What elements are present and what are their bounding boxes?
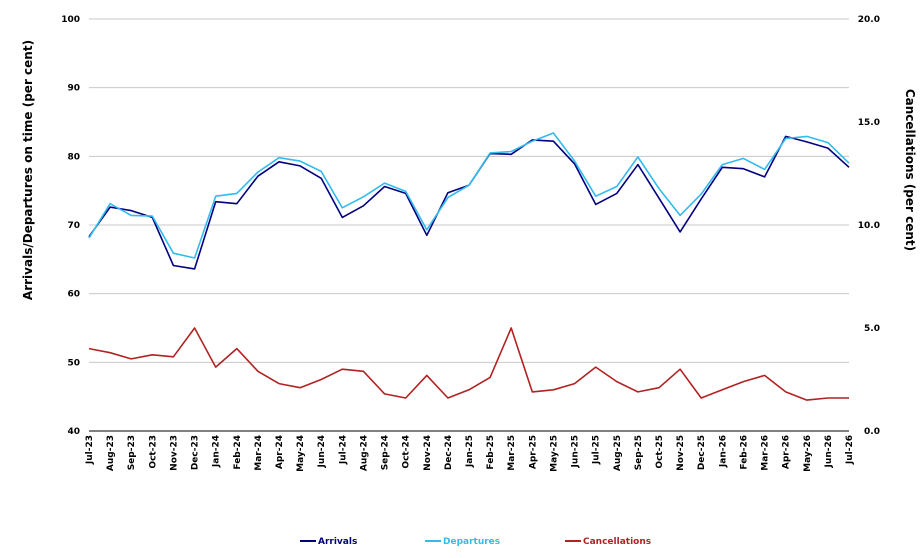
gridlines [89,18,849,432]
x-tick-label: Mar-24 [254,435,264,471]
x-tick-label: Mar-25 [507,435,517,471]
x-tick-label: Sep-25 [634,435,644,470]
x-tick-label: Aug-23 [106,435,116,471]
left-tick-label: 60 [67,290,80,300]
x-tick-label: Feb-26 [739,435,749,470]
right-axis-title: Cancellations (per cent) [903,89,917,251]
x-tick-label: Jul-23 [85,435,95,465]
x-tick-label: Apr-25 [528,435,538,469]
x-tick-label: May-26 [803,435,813,472]
legend-label: Departures [443,537,500,547]
x-tick-label: Oct-24 [402,435,412,469]
right-tick-label: 0.0 [864,427,880,437]
series-lines [88,132,850,401]
x-tick-label: May-24 [296,435,306,472]
left-tick-label: 80 [67,152,80,162]
x-tick-label: Apr-24 [275,435,285,469]
x-tick-label: Sep-24 [381,435,391,470]
x-tick-label: Feb-24 [233,435,243,470]
x-tick-label: Apr-26 [782,435,792,469]
x-tick-label: Jan-24 [212,435,222,468]
left-axis-title: Arrivals/Departures on time (per cent) [21,40,35,300]
right-tick-label: 15.0 [858,118,880,128]
x-tick-label: Feb-25 [486,435,496,470]
x-tick-label: Jun-24 [317,435,327,468]
x-tick-label: Nov-23 [169,435,179,471]
left-tick-label: 100 [61,15,80,25]
x-axis-ticks: Jul-23 Aug-23 Sep-23 Oct-23 Nov-23 Dec-23 Jan-… [85,435,855,472]
x-tick-label: Dec-24 [444,435,454,470]
series-line-cancellations [88,327,849,401]
right-tick-label: 5.0 [864,324,880,334]
x-tick-label: Aug-24 [359,435,369,471]
legend-label: Cancellations [583,537,651,547]
x-tick-label: Dec-23 [191,435,201,470]
left-tick-label: 90 [67,84,80,94]
x-tick-label: Jul-25 [592,435,602,465]
legend: Arrivals Departures Cancellations [300,537,651,547]
right-tick-label: 10.0 [858,221,880,231]
x-tick-label: Jul-26 [845,435,855,465]
x-tick-label: Jun-26 [824,435,834,468]
left-tick-label: 50 [67,358,80,368]
x-tick-label: Mar-26 [761,435,771,471]
left-tick-label: 70 [67,221,80,231]
x-tick-label: Nov-24 [423,435,433,471]
x-tick-label: Nov-25 [676,435,686,471]
x-tick-label: Jul-24 [338,435,348,465]
left-tick-label: 40 [67,427,80,437]
x-tick-label: May-25 [549,435,559,472]
x-tick-label: Aug-25 [613,435,623,471]
x-tick-label: Jan-26 [718,435,728,468]
x-tick-label: Jan-25 [465,435,475,468]
x-tick-label: Dec-25 [697,435,707,470]
right-tick-label: 20.0 [858,15,880,25]
x-tick-label: Oct-23 [148,435,158,469]
x-tick-label: Jun-25 [571,435,581,468]
x-tick-label: Sep-23 [127,435,137,470]
left-axis-ticks: 40 50 60 70 80 90 100 [61,15,80,437]
legend-label: Arrivals [318,537,357,547]
series-line-departures [88,132,850,259]
x-tick-label: Oct-25 [655,435,665,469]
right-axis-ticks: 0.0 5.0 10.0 15.0 20.0 [858,15,880,437]
